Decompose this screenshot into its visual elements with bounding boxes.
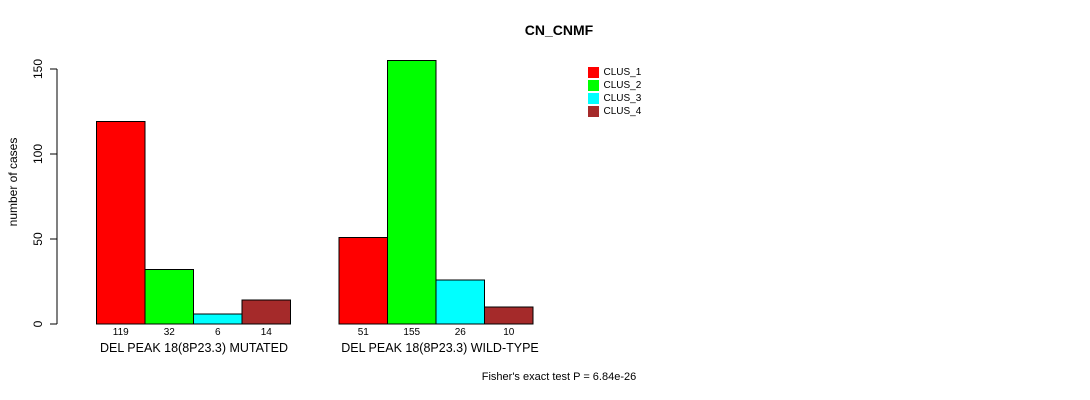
legend-label: CLUS_2 xyxy=(603,80,642,91)
y-axis-tick-label: 50 xyxy=(31,232,45,246)
fisher-test-note: Fisher's exact test P = 6.84e-26 xyxy=(481,371,637,383)
bar-value-label: 51 xyxy=(358,327,370,338)
bar-value-label: 10 xyxy=(503,327,515,338)
bar-clus_2-group1 xyxy=(144,269,194,325)
x-category-label-wildtype: DEL PEAK 18(8P23.3) WILD-TYPE xyxy=(341,341,539,355)
bar-value-label: 32 xyxy=(164,327,176,338)
legend-label: CLUS_4 xyxy=(603,106,642,117)
legend-item: CLUS_2 xyxy=(588,79,641,92)
bar-clus_4-group1 xyxy=(241,299,291,325)
legend-label: CLUS_1 xyxy=(603,67,642,78)
legend-swatch-clus1 xyxy=(588,67,599,78)
bar-clus_4-group2 xyxy=(484,306,534,325)
chart-title: CN_CNMF xyxy=(524,22,594,38)
y-axis-tick-label: 100 xyxy=(31,144,45,164)
bar-clus_3-group2 xyxy=(435,279,485,325)
y-axis-tick-label: 0 xyxy=(31,320,45,327)
bar-clus_1-group2 xyxy=(338,236,388,325)
y-axis-tick-label: 150 xyxy=(31,59,45,79)
legend-label: CLUS_3 xyxy=(603,93,642,104)
legend-item: CLUS_1 xyxy=(588,66,641,79)
legend-item: CLUS_4 xyxy=(588,105,641,118)
bar-clus_1-group1 xyxy=(96,121,146,325)
legend-item: CLUS_3 xyxy=(588,92,641,105)
bar-value-label: 155 xyxy=(403,327,420,338)
bar-clus_2-group2 xyxy=(387,60,437,325)
bar-value-label: 14 xyxy=(261,327,273,338)
x-category-label-mutated: DEL PEAK 18(8P23.3) MUTATED xyxy=(99,341,289,355)
legend: CLUS_1 CLUS_2 CLUS_3 CLUS_4 xyxy=(588,66,641,118)
bar-value-label: 119 xyxy=(113,327,129,338)
legend-swatch-clus3 xyxy=(588,93,599,104)
legend-swatch-clus2 xyxy=(588,80,599,91)
bar-clus_3-group1 xyxy=(193,313,243,325)
bar-value-label: 6 xyxy=(215,327,221,338)
bar-value-label: 26 xyxy=(455,327,467,338)
legend-swatch-clus4 xyxy=(588,106,599,117)
